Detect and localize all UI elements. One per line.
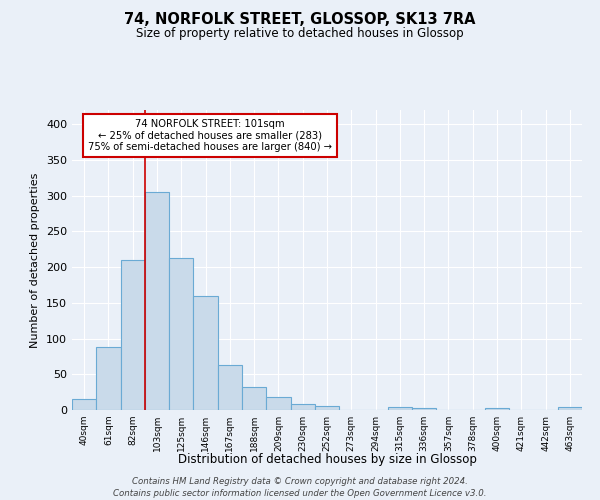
Bar [315, 406, 339, 410]
Text: Contains HM Land Registry data © Crown copyright and database right 2024.: Contains HM Land Registry data © Crown c… [132, 478, 468, 486]
Bar [145, 192, 169, 410]
Bar [485, 408, 509, 410]
Bar [266, 397, 290, 410]
Text: 74, NORFOLK STREET, GLOSSOP, SK13 7RA: 74, NORFOLK STREET, GLOSSOP, SK13 7RA [124, 12, 476, 28]
Text: 74 NORFOLK STREET: 101sqm
← 25% of detached houses are smaller (283)
75% of semi: 74 NORFOLK STREET: 101sqm ← 25% of detac… [88, 119, 332, 152]
Bar [121, 260, 145, 410]
Bar [290, 404, 315, 410]
Bar [218, 365, 242, 410]
Text: Distribution of detached houses by size in Glossop: Distribution of detached houses by size … [178, 452, 476, 466]
Bar [388, 407, 412, 410]
Bar [412, 408, 436, 410]
Bar [242, 387, 266, 410]
Text: Size of property relative to detached houses in Glossop: Size of property relative to detached ho… [136, 28, 464, 40]
Bar [558, 407, 582, 410]
Bar [96, 347, 121, 410]
Bar [193, 296, 218, 410]
Bar [72, 400, 96, 410]
Y-axis label: Number of detached properties: Number of detached properties [31, 172, 40, 348]
Text: Contains public sector information licensed under the Open Government Licence v3: Contains public sector information licen… [113, 489, 487, 498]
Bar [169, 258, 193, 410]
